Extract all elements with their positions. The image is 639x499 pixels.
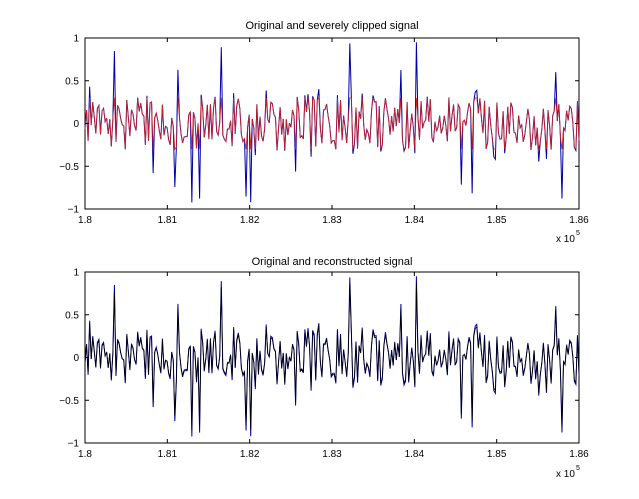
x-tick-label: 1.8: [78, 215, 92, 226]
x-tick-label: 1.82: [240, 449, 260, 460]
series-lines: [84, 42, 580, 203]
x-multiplier-label: x 10: [556, 234, 575, 245]
x-tick-label: 1.84: [405, 449, 425, 460]
subplot-reconstructed: Original and reconstructed signal 1.8 1.8…: [59, 256, 589, 480]
x-tick-label: 1.83: [322, 449, 342, 460]
y-ticks: −1 −0.5 0 0.5 1: [59, 34, 579, 216]
x-multiplier-exponent: 5: [576, 465, 580, 472]
x-tick-label: 1.86: [569, 449, 589, 460]
x-tick-label: 1.86: [569, 215, 589, 226]
y-tick-label: 0: [73, 119, 79, 130]
y-tick-label: 0.5: [65, 76, 79, 87]
y-tick-label: −1: [68, 205, 80, 216]
y-tick-label: −1: [68, 439, 80, 450]
axes-frame: [84, 271, 580, 444]
x-tick-label: 1.81: [158, 449, 178, 460]
y-ticks: −1 −0.5 0 0.5 1: [59, 268, 579, 450]
x-ticks: 1.8 1.81 1.82 1.83 1.84 1.85 1.86: [78, 38, 589, 226]
series-line-clipped: [84, 96, 580, 151]
y-tick-label: −0.5: [59, 396, 79, 407]
subplot-clipped: Original and severely clipped signal 1.8…: [59, 20, 589, 245]
y-tick-label: 1: [73, 34, 79, 45]
x-tick-label: 1.84: [405, 215, 425, 226]
x-tick-label: 1.82: [240, 215, 260, 226]
chart-title: Original and severely clipped signal: [245, 20, 418, 32]
x-tick-label: 1.85: [487, 449, 507, 460]
axes-frame: [84, 37, 580, 210]
series-lines: [84, 276, 580, 437]
y-tick-label: 1: [73, 268, 79, 279]
x-multiplier-label: x 10: [556, 469, 575, 480]
x-ticks: 1.8 1.81 1.82 1.83 1.84 1.85 1.86: [78, 272, 589, 460]
series-line-original: [84, 42, 580, 203]
x-tick-label: 1.83: [322, 215, 342, 226]
y-tick-label: 0.5: [65, 310, 79, 321]
series-line-reconstructed: [84, 282, 580, 431]
x-tick-label: 1.8: [78, 449, 92, 460]
x-multiplier-exponent: 5: [576, 230, 580, 237]
series-line-original: [84, 276, 580, 437]
chart-title: Original and reconstructed signal: [252, 256, 413, 268]
x-tick-label: 1.85: [487, 215, 507, 226]
x-tick-label: 1.81: [158, 215, 178, 226]
y-tick-label: −0.5: [59, 162, 79, 173]
y-tick-label: 0: [73, 353, 79, 364]
